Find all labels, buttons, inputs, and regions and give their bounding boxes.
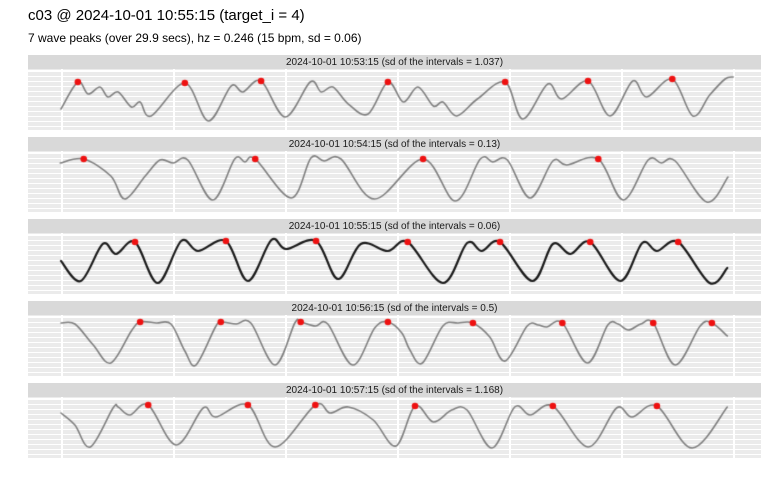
wave-canvas-2 [28, 151, 761, 212]
facet-panel-1 [28, 69, 761, 130]
facet-1: 2024-10-01 10:53:15 (sd of the intervals… [28, 55, 761, 130]
wave-canvas-4 [28, 315, 761, 376]
facet-strip-4: 2024-10-01 10:56:15 (sd of the intervals… [28, 301, 761, 315]
facet-panel-5 [28, 397, 761, 458]
facet-strip-2: 2024-10-01 10:54:15 (sd of the intervals… [28, 137, 761, 151]
page-subtitle: 7 wave peaks (over 29.9 secs), hz = 0.24… [28, 31, 362, 45]
wave-canvas-5 [28, 397, 761, 458]
facet-4: 2024-10-01 10:56:15 (sd of the intervals… [28, 301, 761, 376]
wave-canvas-3 [28, 233, 761, 294]
wave-canvas-1 [28, 69, 761, 130]
facet-panel-3 [28, 233, 761, 294]
facet-grid: 2024-10-01 10:53:15 (sd of the intervals… [28, 55, 761, 458]
facet-strip-3: 2024-10-01 10:55:15 (sd of the intervals… [28, 219, 761, 233]
facet-panel-2 [28, 151, 761, 212]
facet-5: 2024-10-01 10:57:15 (sd of the intervals… [28, 383, 761, 458]
facet-2: 2024-10-01 10:54:15 (sd of the intervals… [28, 137, 761, 212]
facet-3-target: 2024-10-01 10:55:15 (sd of the intervals… [28, 219, 761, 294]
facet-panel-4 [28, 315, 761, 376]
facet-strip-5: 2024-10-01 10:57:15 (sd of the intervals… [28, 383, 761, 397]
page-title: c03 @ 2024-10-01 10:55:15 (target_i = 4) [28, 7, 305, 24]
facet-strip-1: 2024-10-01 10:53:15 (sd of the intervals… [28, 55, 761, 69]
